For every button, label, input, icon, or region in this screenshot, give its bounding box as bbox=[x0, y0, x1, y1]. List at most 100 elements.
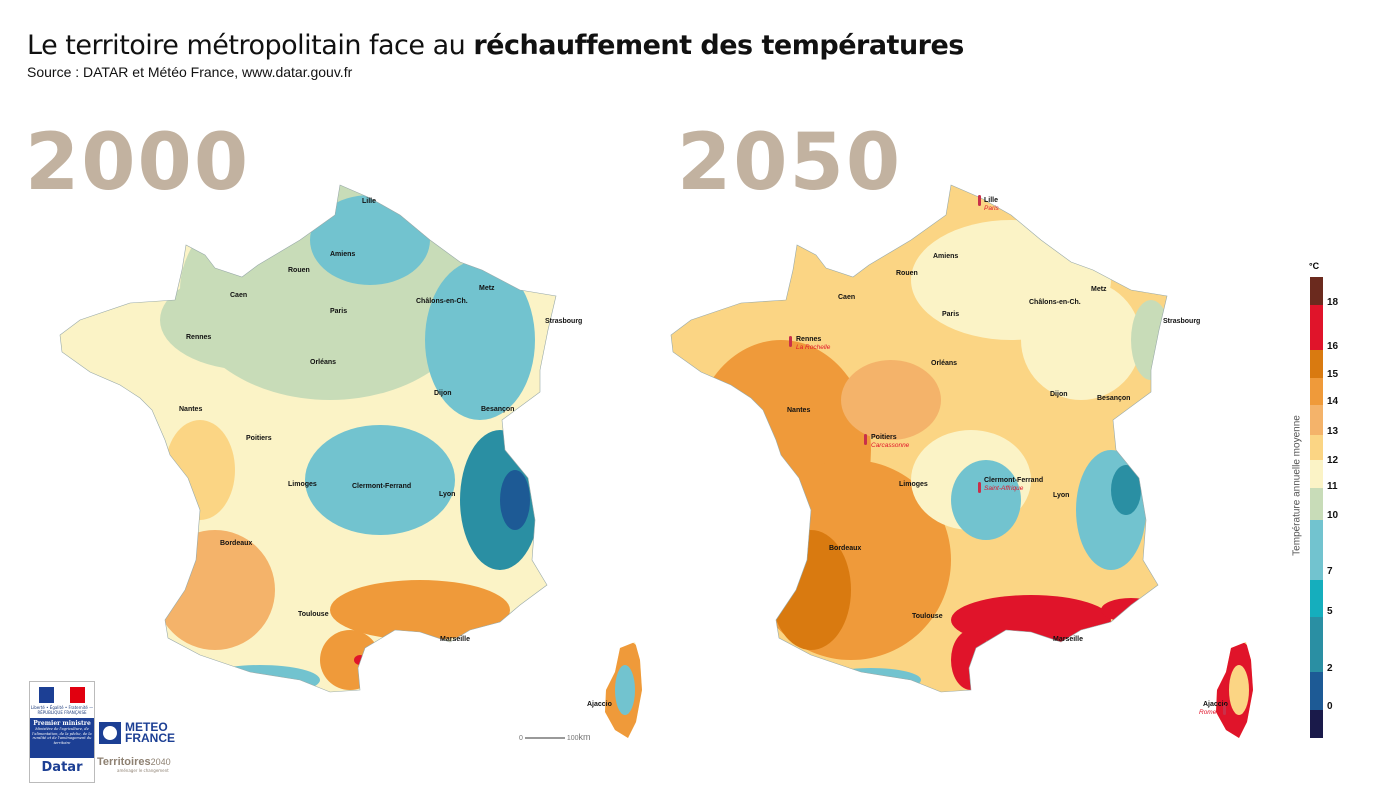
legend-band bbox=[1310, 435, 1323, 460]
legend-band bbox=[1310, 520, 1323, 580]
legend-band bbox=[1310, 710, 1323, 738]
analog-city-label: La Rochelle bbox=[796, 344, 831, 351]
city-label: Dijon bbox=[1050, 391, 1068, 398]
scale-end: 100 bbox=[566, 735, 579, 742]
legend-tick: 16 bbox=[1327, 341, 1339, 352]
city-label: Lyon bbox=[439, 491, 455, 498]
republique-text: Liberté • Égalité • Fraternité — RÉPUBLI… bbox=[30, 705, 94, 715]
thermometer-icon bbox=[789, 336, 792, 347]
legend-tick: 12 bbox=[1327, 455, 1339, 466]
year-label-2000: 2000 bbox=[25, 118, 251, 208]
city-label: Ajaccio bbox=[1203, 701, 1228, 708]
map-2050: Lille Amiens Rouen Caen Paris Châlons-en… bbox=[670, 184, 1253, 738]
premier-ministre-text: Premier ministre bbox=[33, 720, 91, 727]
city-label: Rennes bbox=[796, 336, 821, 343]
map-2000: Lille Amiens Rouen Caen Paris Châlons-en… bbox=[59, 184, 642, 738]
temperature-legend bbox=[1310, 277, 1323, 738]
city-label: Caen bbox=[838, 294, 855, 301]
meteo-france-logo: METEO FRANCE bbox=[99, 720, 175, 744]
year-label-2050: 2050 bbox=[677, 118, 903, 208]
city-labels-2050: Lille Amiens Rouen Caen Paris Châlons-en… bbox=[787, 195, 1228, 716]
city-label: Ajaccio bbox=[587, 701, 612, 708]
city-label: Paris bbox=[942, 311, 959, 318]
city-label: Toulouse bbox=[298, 611, 329, 618]
city-label: Limoges bbox=[899, 481, 928, 488]
city-label: Clermont-Ferrand bbox=[984, 477, 1043, 484]
city-label: Lille bbox=[984, 197, 998, 204]
city-label: Strasbourg bbox=[1163, 318, 1200, 325]
premier-ministre-block: Premier ministre Ministère de l'agricult… bbox=[30, 718, 94, 758]
city-label: Caen bbox=[230, 292, 247, 299]
city-label: Amiens bbox=[933, 253, 958, 260]
city-label: Nantes bbox=[787, 407, 810, 414]
city-label: Châlons-en-Ch. bbox=[416, 298, 468, 305]
city-label: Marseille bbox=[440, 636, 470, 643]
legend-title: Température annuelle moyenne bbox=[1291, 415, 1303, 556]
city-labels-2000: Lille Amiens Rouen Caen Paris Châlons-en… bbox=[179, 198, 612, 708]
thermometer-icon bbox=[1223, 705, 1226, 715]
legend-unit: °C bbox=[1309, 261, 1320, 271]
legend-band bbox=[1310, 617, 1323, 672]
city-label: Rennes bbox=[186, 334, 211, 341]
territoires-text: Territoires bbox=[97, 756, 151, 768]
republique-francaise-logo: Liberté • Égalité • Fraternité — RÉPUBLI… bbox=[29, 681, 95, 783]
city-label: Besançon bbox=[481, 406, 514, 413]
city-label: Toulouse bbox=[912, 613, 943, 620]
city-label: Metz bbox=[1091, 286, 1107, 293]
city-label: Bordeaux bbox=[220, 540, 252, 547]
city-label: Rouen bbox=[288, 267, 310, 274]
city-label: Poitiers bbox=[871, 434, 897, 441]
legend-tick: 14 bbox=[1327, 396, 1339, 407]
legend-tick: 10 bbox=[1327, 510, 1339, 521]
meteo-line1: METEO bbox=[125, 720, 168, 734]
thermometer-icon bbox=[864, 434, 867, 445]
legend-tick: 11 bbox=[1327, 481, 1338, 492]
legend-band bbox=[1310, 580, 1323, 617]
thermometer-icons bbox=[789, 195, 1226, 715]
city-label: Lyon bbox=[1053, 492, 1069, 499]
legend-tick: 2 bbox=[1327, 663, 1333, 674]
city-label: Clermont-Ferrand bbox=[352, 483, 411, 490]
city-label: Paris bbox=[330, 308, 347, 315]
analog-city-label: Paris bbox=[984, 205, 1000, 212]
title-bold: réchauffement des températures bbox=[473, 30, 964, 61]
analog-city-label: Carcassonne bbox=[871, 442, 910, 449]
city-label: Strasbourg bbox=[545, 318, 582, 325]
territoires-2040-logo: Territoires2040 bbox=[97, 756, 171, 768]
legend-band bbox=[1310, 378, 1323, 405]
city-label: Rouen bbox=[896, 270, 918, 277]
title-regular: Le territoire métropolitain face au bbox=[27, 30, 474, 61]
city-label: Poitiers bbox=[246, 435, 272, 442]
legend-tick: 18 bbox=[1327, 297, 1339, 308]
city-label: Lille bbox=[362, 198, 376, 205]
territoires-year: 2040 bbox=[150, 757, 171, 767]
page-title: Le territoire métropolitain face au réch… bbox=[27, 30, 964, 61]
city-label: Bordeaux bbox=[829, 545, 861, 552]
french-flag-icon bbox=[39, 687, 85, 703]
legend-band bbox=[1310, 460, 1323, 488]
legend-band bbox=[1310, 488, 1323, 520]
meteo-france-icon bbox=[99, 722, 121, 744]
city-label: Metz bbox=[479, 285, 495, 292]
legend-band bbox=[1310, 277, 1323, 305]
legend-tick: 13 bbox=[1327, 426, 1339, 437]
ministere-text: Ministère de l'agriculture, de l'aliment… bbox=[32, 727, 92, 745]
analog-city-label: Saint-Affrique bbox=[984, 485, 1024, 492]
legend-tick: 15 bbox=[1327, 369, 1339, 380]
city-label: Besançon bbox=[1097, 395, 1130, 402]
territoires-subtitle: aménager le changement bbox=[117, 768, 169, 773]
city-label: Limoges bbox=[288, 481, 317, 488]
city-label: Marseille bbox=[1053, 636, 1083, 643]
city-label: Nantes bbox=[179, 406, 202, 413]
datar-logo: Datar bbox=[41, 760, 83, 775]
legend-tick: 5 bbox=[1327, 606, 1333, 617]
scale-unit: km bbox=[578, 732, 591, 742]
thermometer-icon bbox=[978, 195, 981, 206]
city-label: Dijon bbox=[434, 390, 452, 397]
analog-city-label: Rome bbox=[1199, 709, 1217, 716]
scale-bar: 0 100km bbox=[519, 732, 591, 742]
legend-band bbox=[1310, 305, 1323, 350]
legend-tick: 7 bbox=[1327, 566, 1333, 577]
source-line: Source : DATAR et Météo France, www.data… bbox=[27, 64, 353, 80]
